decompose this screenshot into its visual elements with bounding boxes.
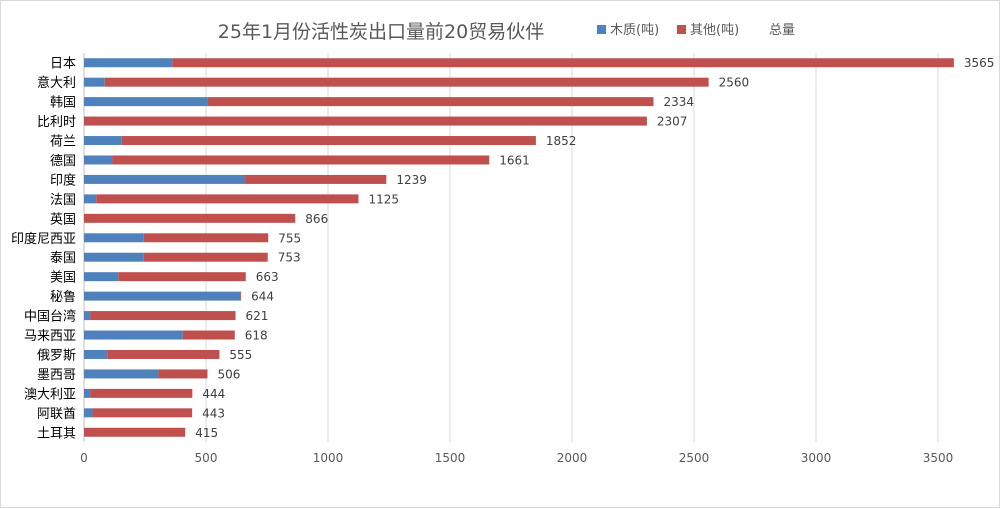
total-data-label: 1125: [369, 192, 400, 206]
category-label: 墨西哥: [37, 368, 76, 383]
total-data-label: 644: [251, 290, 274, 304]
total-data-label: 866: [305, 212, 328, 226]
total-data-label: 3565: [964, 56, 995, 70]
x-tick-label: 3000: [801, 451, 832, 465]
x-tick-labels: 0 500 1000 1500 2000 2500 3000 3500: [80, 451, 953, 465]
total-data-label: 663: [256, 270, 279, 284]
category-label: 中国台湾: [24, 309, 76, 325]
total-data-label: 506: [217, 367, 240, 381]
bar-segment-other: [112, 155, 490, 165]
category-labels: 日本意大利韩国比利时荷兰德国印度法国英国印度尼西亚泰国美国秘鲁中国台湾马来西亚俄…: [11, 57, 76, 442]
bar-segment-wood: [84, 272, 119, 282]
total-data-label: 415: [195, 426, 218, 440]
bar-segment-other: [245, 174, 387, 184]
category-label: 秘鲁: [50, 290, 76, 305]
bar-segment-wood: [84, 155, 113, 165]
category-label: 德国: [50, 154, 76, 169]
data-labels: 3565 2560 2334 2307 1852 1661 1239 1125 866 755 75…: [195, 56, 994, 440]
x-tick-label: 0: [80, 451, 88, 465]
bar-segment-other: [84, 427, 186, 437]
category-label: 印度: [50, 172, 76, 188]
category-label: 俄罗斯: [37, 348, 76, 363]
bar-segment-other: [104, 77, 709, 87]
bar-segment-other: [143, 252, 268, 262]
total-data-label: 621: [246, 309, 269, 323]
bar-segment-wood: [84, 58, 173, 68]
bar-segment-other: [96, 194, 359, 204]
bar-segment-wood: [84, 311, 91, 321]
category-label: 土耳其: [37, 426, 76, 441]
legend-label-total: 总量: [769, 23, 795, 38]
bar-segment-other: [90, 388, 193, 398]
category-label: 比利时: [37, 115, 76, 130]
x-tick-label: 2000: [557, 451, 588, 465]
bar-segment-wood: [84, 252, 144, 262]
bar-segment-other: [158, 369, 208, 379]
legend-swatch-wood: [597, 25, 606, 34]
bar-segment-other: [92, 408, 193, 418]
category-label: 马来西亚: [24, 329, 76, 344]
bar-segment-wood: [84, 233, 144, 243]
x-tick-label: 1000: [313, 451, 344, 465]
category-label: 韩国: [50, 96, 76, 111]
bar-segment-wood: [84, 291, 241, 301]
category-label: 澳大利亚: [24, 386, 76, 402]
category-label: 阿联酋: [37, 406, 76, 422]
total-data-label: 1852: [546, 134, 577, 148]
total-data-label: 444: [202, 387, 225, 401]
x-tick-label: 1500: [435, 451, 466, 465]
category-label: 泰国: [50, 251, 76, 266]
category-label: 荷兰: [50, 135, 76, 150]
total-data-label: 1661: [499, 153, 530, 167]
total-data-label: 618: [245, 329, 268, 343]
bar-segment-wood: [84, 369, 159, 379]
bar-segment-other: [143, 233, 269, 243]
category-label: 意大利: [37, 75, 76, 91]
bar-segment-other: [240, 291, 242, 301]
total-data-label: 2307: [657, 115, 688, 129]
bar-segment-wood: [84, 408, 93, 418]
bar-segment-other: [84, 116, 647, 126]
gridlines: [83, 53, 939, 442]
x-tick-label: 3500: [923, 451, 954, 465]
x-tick-label: 500: [195, 451, 218, 465]
bar-segment-wood: [84, 77, 105, 87]
total-data-label: 443: [202, 406, 225, 420]
category-label: 法国: [50, 193, 76, 208]
legend-label-wood: 木质(吨): [610, 23, 659, 38]
bar-segment-other: [107, 349, 220, 359]
total-data-label: 2334: [663, 95, 694, 109]
bars: [84, 58, 954, 437]
bar-segment-other: [172, 58, 954, 68]
bar-segment-wood: [84, 136, 122, 146]
category-label: 日本: [50, 57, 76, 72]
bar-segment-other: [207, 97, 654, 107]
x-tick-label: 2500: [679, 451, 710, 465]
category-label: 英国: [50, 212, 76, 227]
total-data-label: 1239: [396, 173, 427, 187]
category-label: 美国: [50, 271, 76, 286]
bar-segment-wood: [84, 174, 246, 184]
bar-segment-other: [84, 213, 296, 223]
bar-segment-other: [182, 330, 235, 340]
bar-segment-other: [121, 136, 536, 146]
bar-segment-other: [90, 311, 236, 321]
bar-segment-wood: [84, 349, 108, 359]
total-data-label: 755: [278, 231, 301, 245]
chart-title: 25年1月份活性炭出口量前20贸易伙伴: [218, 21, 544, 43]
bar-segment-wood: [84, 194, 97, 204]
total-data-label: 555: [229, 348, 252, 362]
legend-label-other: 其他(吨): [690, 23, 739, 38]
total-data-label: 753: [278, 251, 301, 265]
total-data-label: 2560: [719, 76, 750, 90]
bar-segment-other: [118, 272, 246, 282]
legend: 木质(吨) 其他(吨) 总量: [597, 23, 795, 38]
bar-segment-wood: [84, 330, 183, 340]
bar-segment-wood: [84, 388, 91, 398]
legend-swatch-other: [677, 25, 686, 34]
bar-segment-wood: [84, 97, 208, 107]
category-label: 印度尼西亚: [11, 231, 76, 247]
